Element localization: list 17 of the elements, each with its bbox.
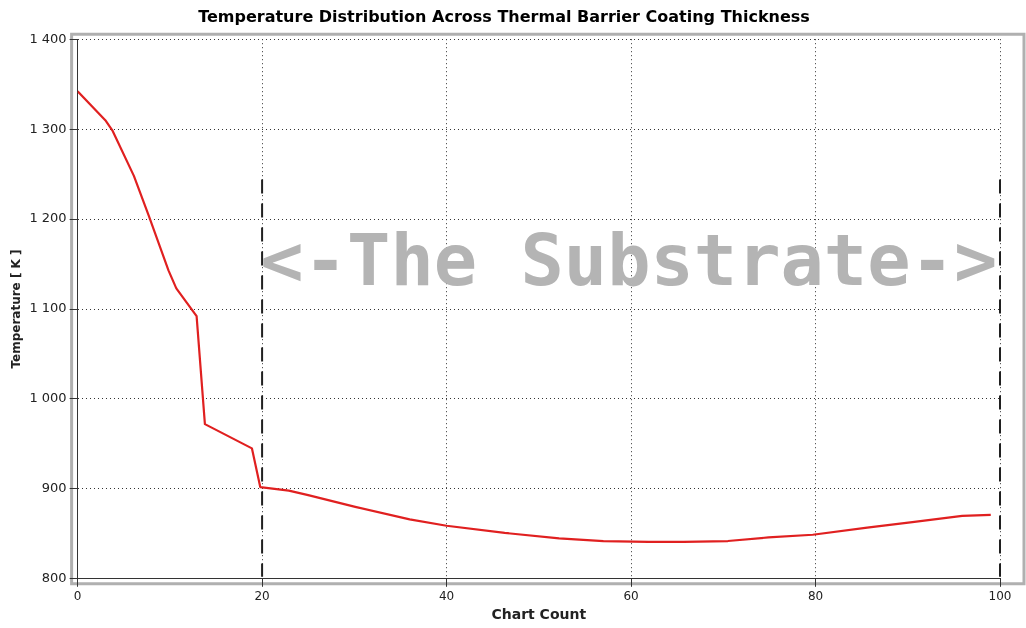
- y-tick-label: 1 300: [29, 120, 67, 136]
- y-tick-label: 800: [41, 570, 67, 586]
- x-axis-title: Chart Count: [491, 606, 587, 623]
- y-tick-label: 1 000: [29, 390, 67, 406]
- y-tick-label: 1 200: [29, 210, 67, 226]
- x-tick-label: 80: [807, 589, 824, 604]
- annotation: <-The Substrate->: [260, 217, 998, 302]
- y-tick-label: 1 400: [29, 30, 67, 46]
- x-tick-label: 60: [623, 589, 639, 604]
- x-tick-label: 0: [73, 589, 82, 604]
- x-tick-label: 100: [988, 589, 1012, 604]
- x-tick-label: 40: [438, 589, 455, 604]
- y-tick-label: 900: [41, 480, 67, 496]
- x-tick-label: 20: [254, 589, 270, 604]
- chart-title: Temperature Distribution Across Thermal Barrier Coating Thickness: [198, 6, 810, 26]
- y-axis-title: Temperature [ K ]: [9, 249, 24, 369]
- y-tick-label: 1 100: [29, 300, 67, 316]
